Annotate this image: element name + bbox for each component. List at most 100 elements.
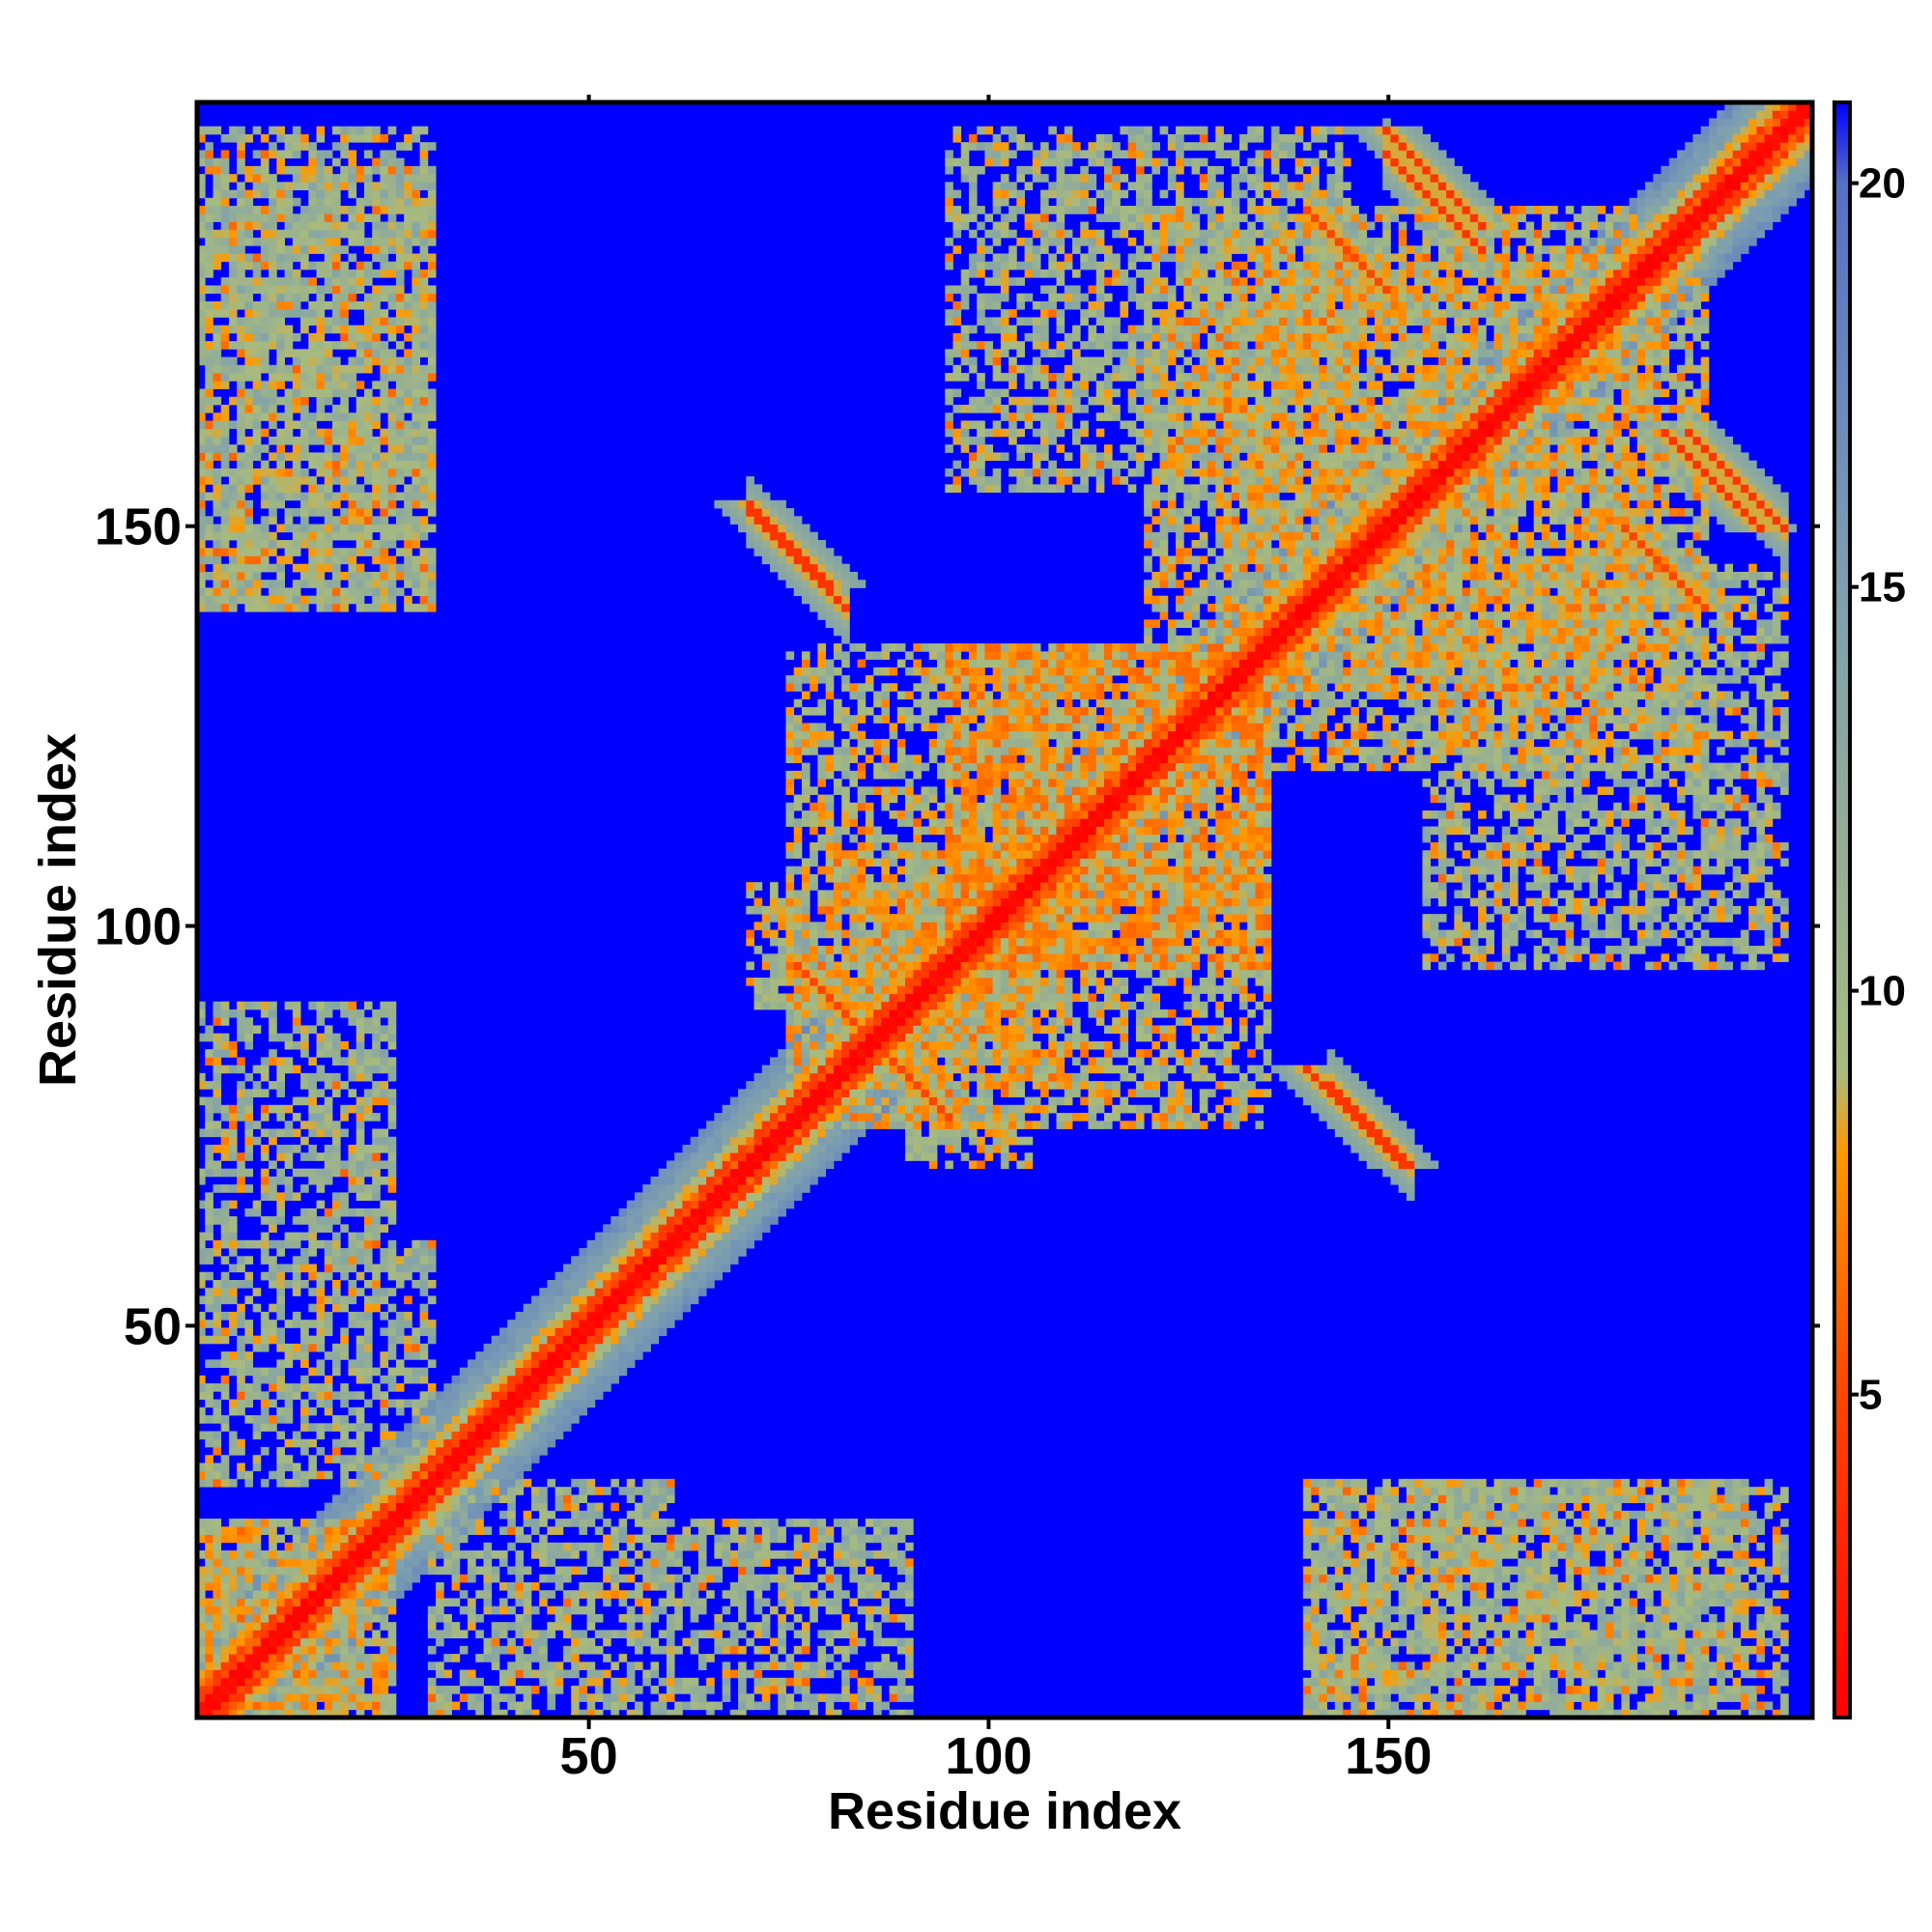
heatmap-cell <box>197 182 206 190</box>
heatmap-cell <box>427 1320 437 1328</box>
heatmap-cell <box>523 1359 532 1368</box>
heatmap-cell <box>324 531 333 541</box>
heatmap-cell <box>753 1200 763 1209</box>
heatmap-cell <box>387 1343 397 1352</box>
heatmap-cell <box>714 1232 724 1241</box>
heatmap-cell <box>539 1494 548 1504</box>
heatmap-cell <box>468 1446 476 1456</box>
heatmap-cell <box>380 563 389 573</box>
heatmap-cell <box>642 1510 651 1520</box>
heatmap-cell <box>530 1406 540 1416</box>
heatmap-cell <box>237 412 245 421</box>
heatmap-cell <box>714 1200 724 1209</box>
heatmap-cell <box>658 1519 668 1527</box>
heatmap-cell <box>380 373 389 382</box>
heatmap-cell <box>205 420 213 430</box>
heatmap-cell <box>682 1590 692 1599</box>
heatmap-cell <box>682 1271 692 1281</box>
heatmap-cell <box>244 1295 254 1305</box>
heatmap-cell <box>300 1232 309 1241</box>
heatmap-cell <box>372 571 381 581</box>
heatmap-cell <box>697 1248 707 1257</box>
heatmap-cell <box>427 364 437 374</box>
heatmap-cell <box>706 1224 715 1233</box>
heatmap-cell <box>395 309 405 318</box>
heatmap-cell <box>228 1248 238 1257</box>
heatmap-cell <box>436 1590 444 1599</box>
heatmap-cell <box>427 1423 437 1432</box>
heatmap-cell <box>308 1645 317 1655</box>
heatmap-cell <box>324 1399 333 1408</box>
heatmap-cell <box>244 396 254 406</box>
heatmap-cell <box>197 595 206 605</box>
heatmap-cell <box>316 1121 326 1129</box>
heatmap-cell <box>547 1686 556 1694</box>
heatmap-cell <box>387 1605 397 1615</box>
heatmap-cell <box>372 1455 381 1463</box>
heatmap-cell <box>498 1406 508 1416</box>
heatmap-cell <box>611 1662 619 1670</box>
heatmap-cell <box>213 452 222 462</box>
heatmap-cell <box>761 905 771 915</box>
heatmap-cell <box>436 1686 444 1694</box>
heatmap-cell <box>618 1686 628 1694</box>
heatmap-cell <box>220 1645 230 1655</box>
heatmap-cell <box>475 1415 484 1424</box>
heatmap-cell <box>213 1566 222 1576</box>
heatmap-cell <box>586 1478 596 1488</box>
heatmap-cell <box>324 229 333 239</box>
heatmap-cell <box>618 1598 628 1607</box>
heatmap-cell <box>586 1677 596 1687</box>
heatmap-cell <box>316 1542 326 1551</box>
heatmap-cell <box>316 325 326 334</box>
heatmap-cell <box>260 404 270 413</box>
heatmap-cell <box>316 126 326 135</box>
heatmap-cell <box>658 1271 668 1281</box>
heatmap-cell <box>547 1295 556 1305</box>
heatmap-cell <box>269 174 277 183</box>
heatmap-cell <box>269 540 277 549</box>
heatmap-cell <box>213 1383 222 1392</box>
heatmap-cell <box>363 1598 373 1607</box>
heatmap-cell <box>491 1645 500 1655</box>
heatmap-cell <box>340 261 349 270</box>
heatmap-cell <box>635 1200 643 1209</box>
heatmap-cell <box>244 1033 254 1042</box>
heatmap-cell <box>515 1574 525 1583</box>
heatmap-cell <box>697 1598 707 1607</box>
heatmap-cell <box>252 150 262 159</box>
heatmap-cell <box>269 1693 277 1702</box>
heatmap-cell <box>269 1550 277 1559</box>
heatmap-cell <box>197 460 206 469</box>
heatmap-cell <box>276 563 285 573</box>
heatmap-cell <box>404 1550 412 1559</box>
heatmap-cell <box>419 1320 429 1328</box>
heatmap-cell <box>603 1256 611 1264</box>
heatmap-cell <box>269 1104 277 1114</box>
heatmap-cell <box>348 1176 357 1185</box>
heatmap-cell <box>269 412 277 421</box>
heatmap-cell <box>252 309 262 318</box>
heatmap-cell <box>252 1677 262 1687</box>
heatmap-cell <box>443 1478 452 1488</box>
heatmap-cell <box>395 341 405 350</box>
heatmap-cell <box>547 1351 556 1360</box>
heatmap-cell <box>244 1351 254 1360</box>
heatmap-cell <box>276 492 285 501</box>
heatmap-cell <box>348 1248 357 1257</box>
heatmap-cell <box>562 1613 572 1623</box>
heatmap-cell <box>594 1693 604 1702</box>
heatmap-cell <box>753 1216 763 1225</box>
heatmap-cell <box>348 253 357 263</box>
heatmap-cell <box>778 1049 786 1058</box>
heatmap-cell <box>603 1654 611 1662</box>
heatmap-cell <box>363 1089 373 1097</box>
heatmap-cell <box>292 508 301 517</box>
heatmap-cell <box>355 1335 365 1345</box>
heatmap-cell <box>395 1446 405 1456</box>
heatmap-cell <box>340 1478 349 1488</box>
heatmap-cell <box>586 1662 596 1670</box>
heatmap-cell <box>324 1176 333 1185</box>
heatmap-cell <box>729 1622 739 1631</box>
heatmap-cell <box>220 1375 230 1384</box>
